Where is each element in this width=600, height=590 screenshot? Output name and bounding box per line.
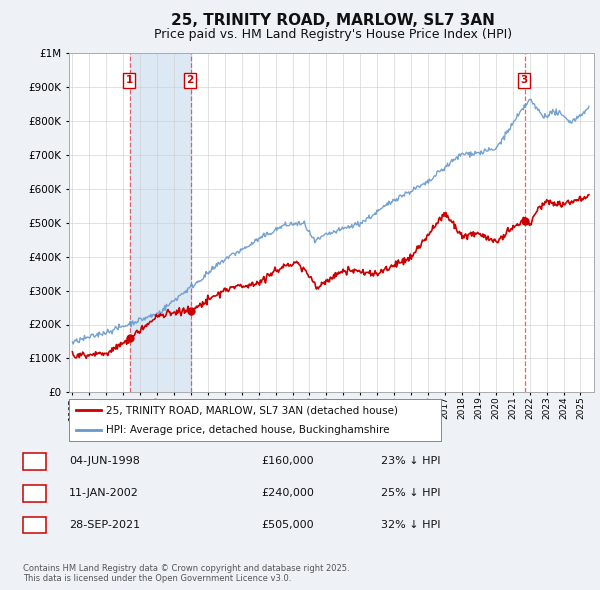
Text: £160,000: £160,000 bbox=[261, 457, 314, 466]
Text: 04-JUN-1998: 04-JUN-1998 bbox=[69, 457, 140, 466]
Text: HPI: Average price, detached house, Buckinghamshire: HPI: Average price, detached house, Buck… bbox=[106, 425, 390, 435]
Text: 3: 3 bbox=[31, 520, 38, 530]
Text: 25, TRINITY ROAD, MARLOW, SL7 3AN (detached house): 25, TRINITY ROAD, MARLOW, SL7 3AN (detac… bbox=[106, 405, 398, 415]
Text: 3: 3 bbox=[520, 76, 527, 85]
Text: 2: 2 bbox=[187, 76, 194, 85]
Text: 1: 1 bbox=[31, 457, 38, 466]
Text: 25, TRINITY ROAD, MARLOW, SL7 3AN: 25, TRINITY ROAD, MARLOW, SL7 3AN bbox=[171, 13, 495, 28]
Text: 2: 2 bbox=[31, 489, 38, 498]
Text: £240,000: £240,000 bbox=[261, 489, 314, 498]
Text: 1: 1 bbox=[125, 76, 133, 85]
Text: £505,000: £505,000 bbox=[261, 520, 314, 530]
Text: Contains HM Land Registry data © Crown copyright and database right 2025.
This d: Contains HM Land Registry data © Crown c… bbox=[23, 563, 349, 583]
Bar bbox=[130, 53, 191, 392]
Text: 23% ↓ HPI: 23% ↓ HPI bbox=[381, 457, 440, 466]
Text: 11-JAN-2002: 11-JAN-2002 bbox=[69, 489, 139, 498]
Text: 32% ↓ HPI: 32% ↓ HPI bbox=[381, 520, 440, 530]
Text: 25% ↓ HPI: 25% ↓ HPI bbox=[381, 489, 440, 498]
Text: 28-SEP-2021: 28-SEP-2021 bbox=[69, 520, 140, 530]
Text: Price paid vs. HM Land Registry's House Price Index (HPI): Price paid vs. HM Land Registry's House … bbox=[154, 28, 512, 41]
